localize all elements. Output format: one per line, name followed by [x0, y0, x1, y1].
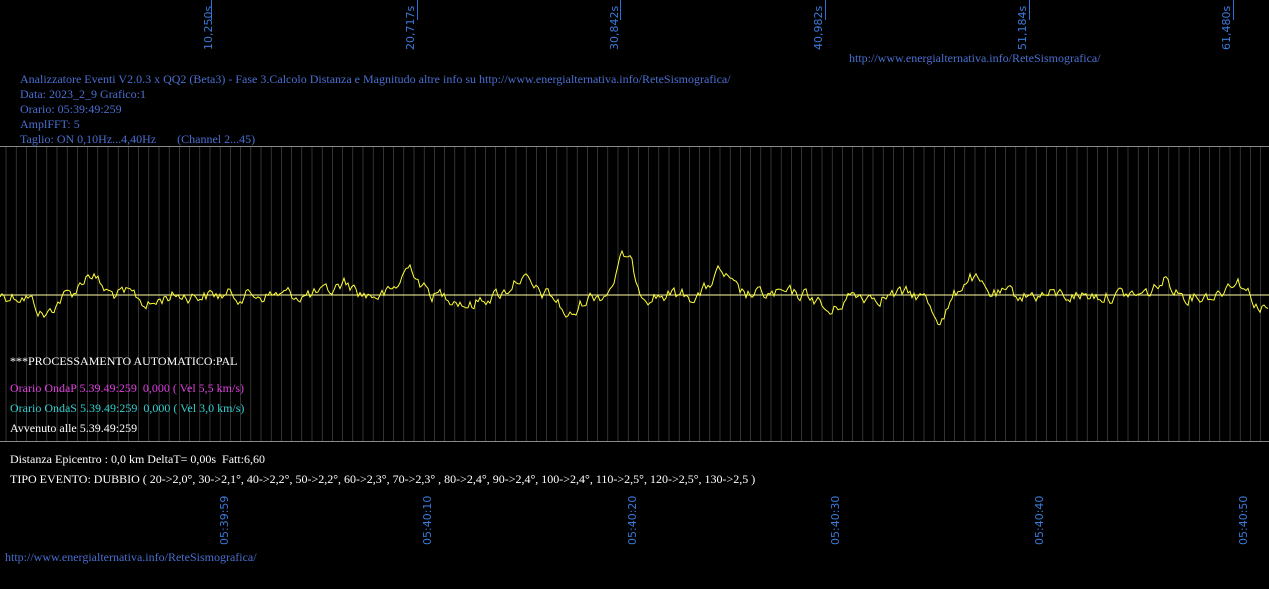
bottom-axis-label: 05:40:10: [421, 495, 434, 545]
top-axis-label: 61,480s: [1220, 5, 1233, 50]
top-axis-label: 40,982s: [812, 5, 825, 50]
avvenuto-line: Avvenuto alle 5.39.49:259: [10, 421, 138, 435]
top-axis-label: 10,250s: [202, 5, 215, 50]
top-axis-label: 51,184s: [1016, 5, 1029, 50]
date-line: Data: 2023_2_9 Grafico:1: [20, 87, 146, 101]
top-axis-tick: [1233, 0, 1234, 20]
distance-line: Distanza Epicentro : 0,0 km DeltaT= 0,00…: [10, 452, 266, 466]
top-axis-tick: [211, 0, 212, 20]
bottom-axis-label: 05:40:20: [626, 495, 639, 545]
top-axis-tick: [417, 0, 418, 20]
bottom-axis-label: 05:39:59: [218, 495, 231, 545]
top-axis-tick: [620, 0, 621, 20]
ampl-line: AmplFFT: 5: [20, 117, 80, 131]
event-type-line: TIPO EVENTO: DUBBIO ( 20->2,0°, 30->2,1°…: [10, 472, 756, 486]
onda-p-line: Orario OndaP 5.39.49:259 0,000 ( Vel 5,5…: [10, 381, 244, 395]
header-url-link[interactable]: http://www.energialternativa.info/ReteSi…: [849, 51, 1101, 65]
onda-s-line: Orario OndaS 5.39.49:259 0,000 ( Vel 3,0…: [10, 401, 245, 415]
seismograph-plot: [0, 146, 1269, 442]
top-axis-tick: [825, 0, 826, 20]
bottom-axis-label: 05:40:30: [829, 495, 842, 545]
top-axis-label: 20,717s: [404, 5, 417, 50]
vertical-grid: [5, 146, 1261, 442]
time-line: Orario: 05:39:49:259: [20, 102, 122, 116]
app-title: Analizzatore Eventi V2.0.3 x QQ2 (Beta3)…: [20, 72, 731, 86]
footer-url-link[interactable]: http://www.energialternativa.info/ReteSi…: [5, 550, 257, 564]
seismic-trace: [0, 249, 1269, 326]
header-info: Analizzatore Eventi V2.0.3 x QQ2 (Beta3)…: [20, 72, 731, 147]
filter-line: Taglio: ON 0,10Hz...4,40Hz (Channel 2...…: [20, 132, 256, 146]
bottom-axis-label: 05:40:40: [1033, 495, 1046, 545]
bottom-axis-label: 05:40:50: [1237, 495, 1250, 545]
top-axis-tick: [1029, 0, 1030, 20]
processing-title: ***PROCESSAMENTO AUTOMATICO:PAL: [10, 354, 238, 368]
top-axis-label: 30,842s: [608, 5, 621, 50]
